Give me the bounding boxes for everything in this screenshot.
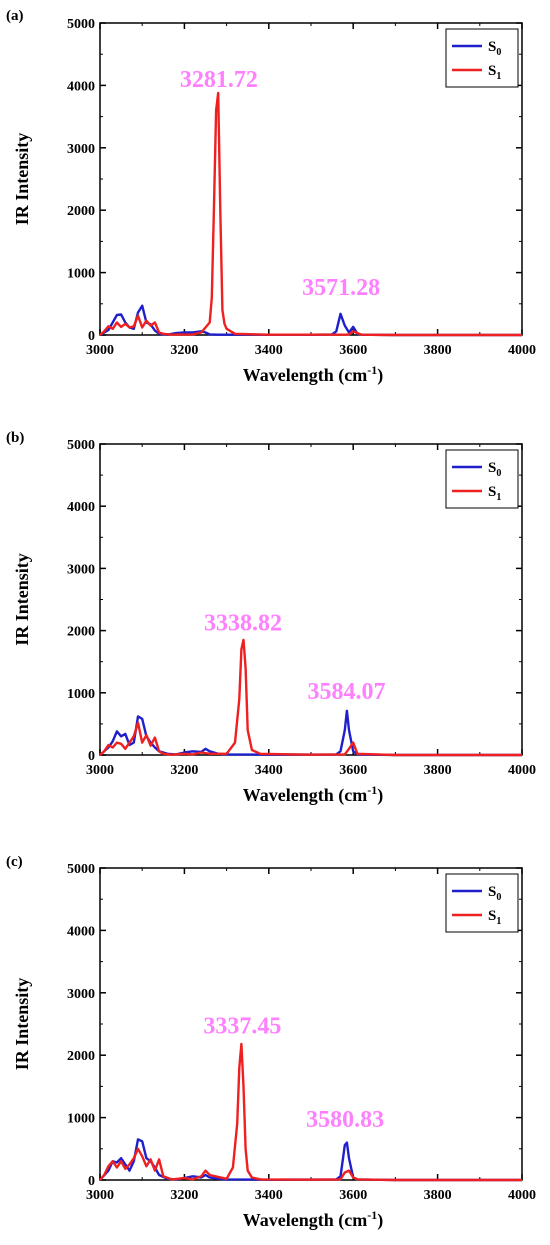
x-tick-label: 3600	[339, 763, 367, 778]
legend-label-s1: S1	[488, 63, 501, 82]
x-axis-title-main: Wavelength (cm	[243, 1210, 367, 1231]
x-tick-label: 3400	[255, 763, 283, 778]
y-tick-label: 5000	[67, 17, 95, 32]
chart-panel-a: (a) 0 1000 2000 3000 4000 5000 3000 3200 3400 3600…	[6, 8, 536, 386]
x-axis-title: Wavelength (cm-1)	[243, 783, 383, 806]
x-tick-label: 3200	[170, 343, 198, 358]
y-tick-label: 2000	[67, 1049, 95, 1064]
panel-label: (b)	[6, 430, 24, 446]
y-tick-label: 4000	[67, 924, 95, 939]
panel-label: (a)	[6, 8, 24, 24]
y-tick-label: 4000	[67, 79, 95, 94]
legend-label-s0: S0	[488, 460, 501, 479]
x-tick-label: 3400	[255, 1188, 283, 1203]
legend-label-main: S	[488, 460, 496, 476]
x-axis-title-tail: )	[377, 365, 383, 386]
y-axis-title: IR Intensity	[12, 978, 32, 1071]
legend-label-subscript: 0	[496, 47, 501, 58]
series-line-s0	[99, 709, 522, 757]
series-line-s0	[99, 304, 522, 337]
peak-label-c-1: 3337.45	[203, 1013, 281, 1039]
x-axis-title-superscript: -1	[367, 1208, 377, 1222]
series-line-s1	[99, 638, 522, 757]
legend-label-subscript: 0	[496, 892, 501, 903]
y-axis-title: IR Intensity	[12, 133, 32, 226]
x-tick-label: 3600	[339, 1188, 367, 1203]
y-tick-label: 1000	[67, 687, 95, 702]
legend-box	[445, 28, 519, 88]
peak-label-a-2: 3571.28	[302, 275, 380, 301]
legend-label-subscript: 0	[496, 468, 501, 479]
y-tick-label: 2000	[67, 625, 95, 640]
x-axis-title-tail: )	[377, 1210, 383, 1231]
legend-box	[445, 873, 519, 933]
x-tick-label: 3000	[86, 343, 114, 358]
legend-label-main: S	[488, 39, 496, 55]
x-axis-title: Wavelength (cm-1)	[243, 363, 383, 386]
x-tick-label: 3800	[424, 763, 452, 778]
legend-label-subscript: 1	[496, 71, 501, 82]
y-tick-label: 3000	[67, 987, 95, 1002]
x-tick-label: 3200	[170, 1188, 198, 1203]
legend-label-s0: S0	[488, 39, 501, 58]
x-tick-label: 3400	[255, 343, 283, 358]
x-tick-label: 3800	[424, 1188, 452, 1203]
peak-label-b-1: 3338.82	[204, 611, 282, 637]
legend-label-main: S	[488, 908, 496, 924]
legend-label-s1: S1	[488, 908, 501, 927]
y-tick-label: 0	[88, 749, 95, 764]
legend-label-s0: S0	[488, 884, 501, 903]
x-axis-title-superscript: -1	[367, 363, 377, 377]
x-tick-label: 3000	[86, 763, 114, 778]
legend-label-main: S	[488, 63, 496, 79]
y-tick-label: 0	[88, 1174, 95, 1189]
legend-label-subscript: 1	[496, 916, 501, 927]
x-tick-label: 4000	[508, 763, 536, 778]
x-tick-label: 3000	[86, 1188, 114, 1203]
legend-label-s1: S1	[488, 484, 501, 503]
chart-panel-b: (b) 0 1000 2000 3000 4000 5000 3000 3200 3400 3600…	[6, 430, 536, 806]
y-tick-label: 1000	[67, 267, 95, 282]
panel-label: (c)	[6, 854, 23, 870]
legend-box	[445, 449, 519, 509]
peak-label-b-2: 3584.07	[307, 679, 385, 705]
peak-label-c-2: 3580.83	[306, 1107, 384, 1133]
y-axis-title: IR Intensity	[12, 553, 32, 646]
chart-panel-c: (c) 0 1000 2000 3000 4000 5000 3000 3200 3400 3600…	[6, 854, 536, 1231]
series-line-s1	[99, 1042, 522, 1182]
x-axis-title-superscript: -1	[367, 783, 377, 797]
x-tick-label: 4000	[508, 343, 536, 358]
x-axis-title-main: Wavelength (cm	[243, 785, 367, 806]
x-tick-label: 4000	[508, 1188, 536, 1203]
legend-label-main: S	[488, 884, 496, 900]
x-tick-label: 3200	[170, 763, 198, 778]
y-tick-label: 0	[88, 329, 95, 344]
legend-label-subscript: 1	[496, 492, 501, 503]
y-tick-label: 2000	[67, 204, 95, 219]
y-tick-label: 5000	[67, 438, 95, 453]
x-axis-title-main: Wavelength (cm	[243, 365, 367, 386]
peak-label-a-1: 3281.72	[180, 67, 258, 93]
series-line-s1	[99, 91, 522, 337]
y-tick-label: 3000	[67, 562, 95, 577]
legend-label-main: S	[488, 484, 496, 500]
x-axis-title: Wavelength (cm-1)	[243, 1208, 383, 1231]
y-tick-label: 5000	[67, 862, 95, 877]
y-tick-label: 1000	[67, 1112, 95, 1127]
x-axis-title-tail: )	[377, 785, 383, 806]
y-tick-label: 4000	[67, 500, 95, 515]
y-tick-label: 3000	[67, 142, 95, 157]
x-tick-label: 3600	[339, 343, 367, 358]
x-tick-label: 3800	[424, 343, 452, 358]
